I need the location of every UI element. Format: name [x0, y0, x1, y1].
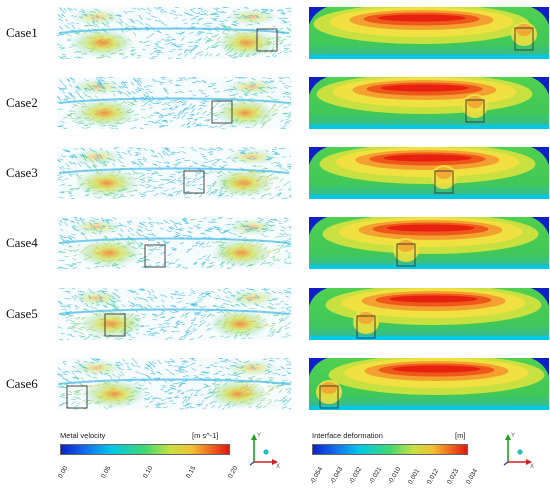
case-label: Case5	[6, 306, 38, 321]
velocity-vector-field-case5	[57, 288, 291, 340]
deformation-tick-label: 0.034	[465, 467, 480, 486]
velocity-tick-label: 0.15	[184, 465, 197, 480]
deformation-tick-label: -0.043	[328, 466, 344, 486]
interface-deformation-contour-case3	[309, 147, 549, 199]
deformation-tick-label: -0.032	[348, 466, 364, 486]
deformation-tick-label: -0.010	[387, 466, 403, 486]
interface-deformation-contour-case6	[309, 358, 549, 410]
x-axis-label: X	[276, 464, 280, 468]
velocity-vector-field-case2	[57, 77, 291, 129]
case-label: Case6	[6, 376, 38, 391]
case-label: Case1	[6, 25, 38, 40]
velocity-tick-label: 0.05	[99, 465, 112, 480]
highlight-box	[144, 244, 166, 268]
velocity-vector-field-case6	[57, 358, 291, 410]
velocity-vector-field-case3	[57, 147, 291, 199]
y-axis-label: Y	[257, 433, 261, 439]
interface-deformation-contour-case2	[309, 77, 549, 129]
velocity-tick-label: 0.20	[227, 465, 240, 480]
case-label: Case4	[6, 235, 38, 250]
highlight-box	[319, 385, 339, 409]
highlight-box	[183, 170, 205, 194]
highlight-box	[104, 313, 126, 337]
interface-deformation-contour-case1	[309, 7, 549, 59]
highlight-box	[514, 27, 534, 51]
velocity-legend-title: Metal velocity	[60, 431, 106, 440]
deformation-tick-label: -0.054	[309, 466, 325, 486]
highlight-box	[211, 100, 233, 124]
case-label: Case3	[6, 165, 38, 180]
deformation-tick-label: 0.012	[426, 467, 441, 486]
velocity-colorbar	[60, 444, 230, 455]
deformation-legend-title: Interface deformation	[312, 431, 383, 440]
x-axis-label: X	[530, 464, 534, 468]
velocity-vector-field-case4	[57, 217, 291, 269]
highlight-box	[256, 28, 278, 52]
deformation-tick-label: 0.001	[406, 467, 421, 486]
velocity-tick-label: 0.00	[57, 465, 70, 480]
case-label: Case2	[6, 95, 38, 110]
velocity-vector-field-case1	[57, 7, 291, 59]
deformation-tick-label: 0.023	[445, 467, 460, 486]
highlight-box	[396, 243, 416, 267]
interface-deformation-contour-case5	[309, 288, 549, 340]
highlight-box	[434, 170, 454, 194]
velocity-legend-unit: [m s^-1]	[192, 431, 219, 440]
highlight-box	[356, 315, 376, 339]
deformation-colorbar	[312, 444, 468, 455]
interface-deformation-contour-case4	[309, 217, 549, 269]
highlight-box	[465, 99, 485, 123]
velocity-tick-label: 0.10	[142, 465, 155, 480]
deformation-legend-unit: [m]	[455, 431, 466, 440]
highlight-box	[66, 385, 88, 409]
deformation-tick-label: -0.021	[367, 466, 383, 486]
y-axis-label: Y	[511, 433, 515, 439]
